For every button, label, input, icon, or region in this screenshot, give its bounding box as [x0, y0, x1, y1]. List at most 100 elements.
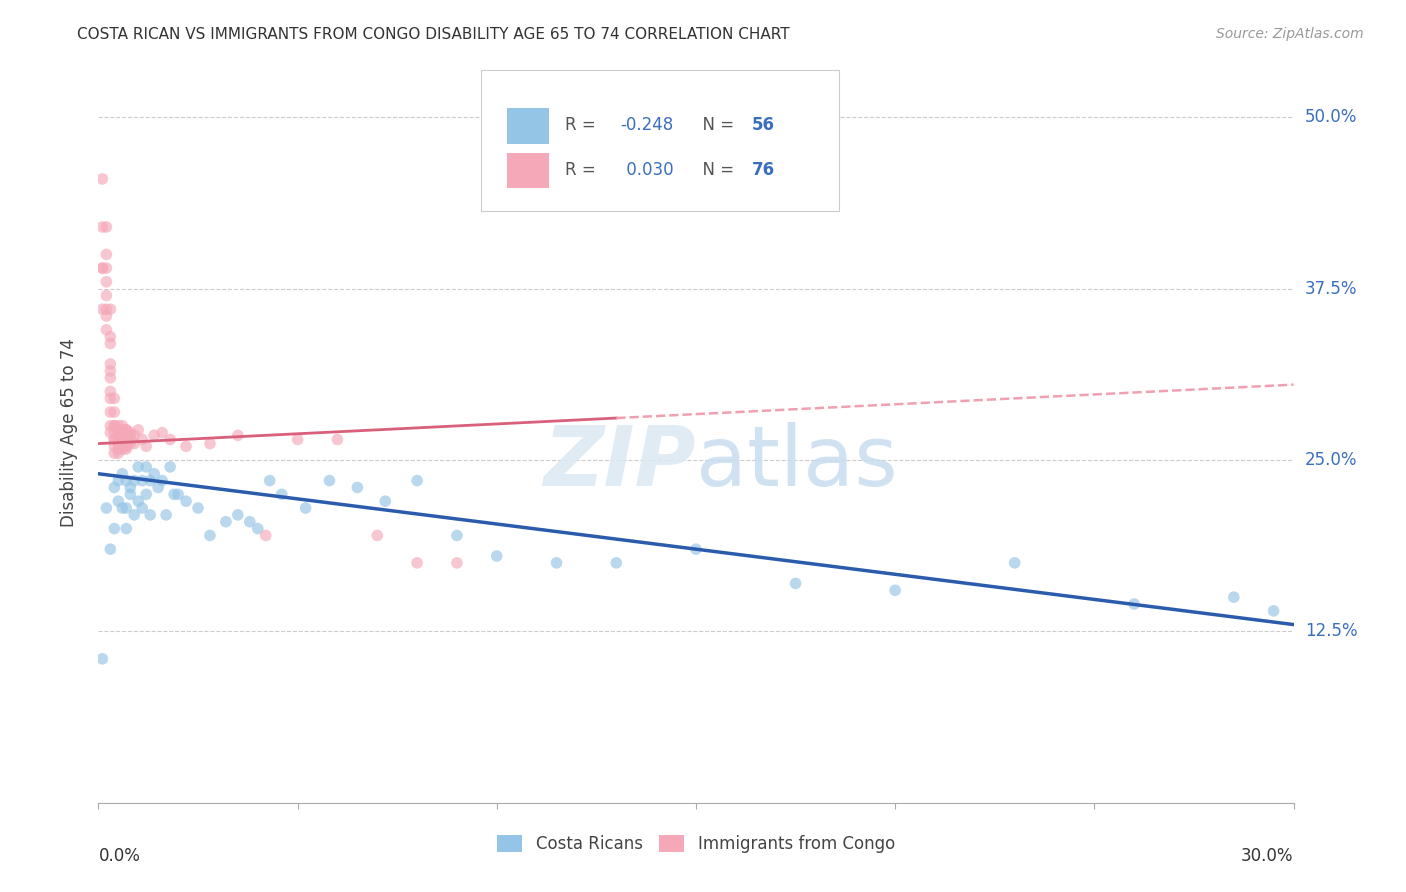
Point [239, 515, 262, 529]
Text: Source: ZipAtlas.com: Source: ZipAtlas.com [1216, 27, 1364, 41]
Point [294, 501, 316, 516]
Point [96, 261, 118, 276]
Point [107, 433, 129, 447]
Point [107, 442, 129, 456]
Point [685, 542, 707, 557]
Point [135, 439, 157, 453]
Point [115, 433, 138, 447]
Point [785, 576, 807, 591]
Point [91, 652, 114, 666]
Point [254, 528, 277, 542]
Point [96, 302, 118, 317]
Point [98, 542, 122, 557]
Point [374, 494, 396, 508]
Point [91, 219, 114, 234]
Point [107, 433, 129, 447]
Y-axis label: Disability Age 65 to 74: Disability Age 65 to 74 [59, 338, 77, 527]
Text: 37.5%: 37.5% [1305, 280, 1357, 298]
Point [159, 433, 181, 447]
Text: N =: N = [692, 116, 740, 135]
Point [259, 474, 281, 488]
Text: 0.030: 0.030 [620, 161, 673, 178]
Point [98, 425, 122, 440]
Point [115, 423, 138, 437]
Point [167, 487, 190, 501]
Point [98, 302, 122, 317]
Point [107, 418, 129, 433]
Point [111, 423, 134, 437]
Point [115, 474, 138, 488]
Text: -0.248: -0.248 [620, 116, 673, 135]
Point [139, 474, 162, 488]
Point [115, 439, 138, 453]
Point [107, 494, 129, 508]
Point [115, 442, 138, 456]
Point [446, 528, 468, 542]
Point [135, 487, 157, 501]
Text: 56: 56 [752, 116, 775, 135]
Point [107, 442, 129, 456]
Point [111, 418, 134, 433]
Text: 50.0%: 50.0% [1305, 108, 1357, 127]
Point [127, 459, 149, 474]
Point [115, 501, 138, 516]
Point [215, 515, 238, 529]
Point [148, 480, 170, 494]
Point [155, 508, 177, 522]
Point [226, 428, 249, 442]
Point [124, 508, 146, 522]
Point [163, 487, 186, 501]
Point [485, 549, 508, 563]
Point [98, 336, 122, 351]
Point [605, 556, 627, 570]
Point [1263, 604, 1285, 618]
Point [115, 522, 138, 536]
Point [91, 172, 114, 186]
Point [91, 302, 114, 317]
Point [174, 494, 197, 508]
Point [143, 428, 166, 442]
Text: 0.0%: 0.0% [98, 847, 141, 865]
Point [120, 480, 142, 494]
Point [135, 459, 157, 474]
Bar [508, 108, 548, 144]
Point [120, 433, 142, 447]
Point [103, 439, 125, 453]
Point [98, 418, 122, 433]
Text: R =: R = [565, 161, 600, 178]
Point [406, 474, 429, 488]
Point [98, 364, 122, 378]
Point [111, 442, 134, 456]
Point [127, 423, 149, 437]
Point [406, 556, 429, 570]
Point [103, 405, 125, 419]
Point [91, 261, 114, 276]
Point [120, 428, 142, 442]
Point [346, 480, 368, 494]
Point [103, 433, 125, 447]
Point [98, 384, 122, 399]
Point [91, 261, 114, 276]
Point [98, 371, 122, 385]
Point [131, 433, 153, 447]
Point [111, 501, 134, 516]
Point [111, 439, 134, 453]
Point [124, 428, 146, 442]
Text: 12.5%: 12.5% [1305, 623, 1357, 640]
Point [96, 288, 118, 302]
Point [96, 247, 118, 261]
Point [115, 423, 138, 437]
Point [174, 439, 197, 453]
Point [107, 474, 129, 488]
Point [318, 474, 340, 488]
Point [446, 556, 468, 570]
Point [115, 439, 138, 453]
Point [103, 446, 125, 460]
Point [131, 501, 153, 516]
Point [326, 433, 349, 447]
Point [111, 433, 134, 447]
Point [226, 508, 249, 522]
Point [150, 474, 173, 488]
Point [120, 487, 142, 501]
Point [884, 583, 907, 598]
